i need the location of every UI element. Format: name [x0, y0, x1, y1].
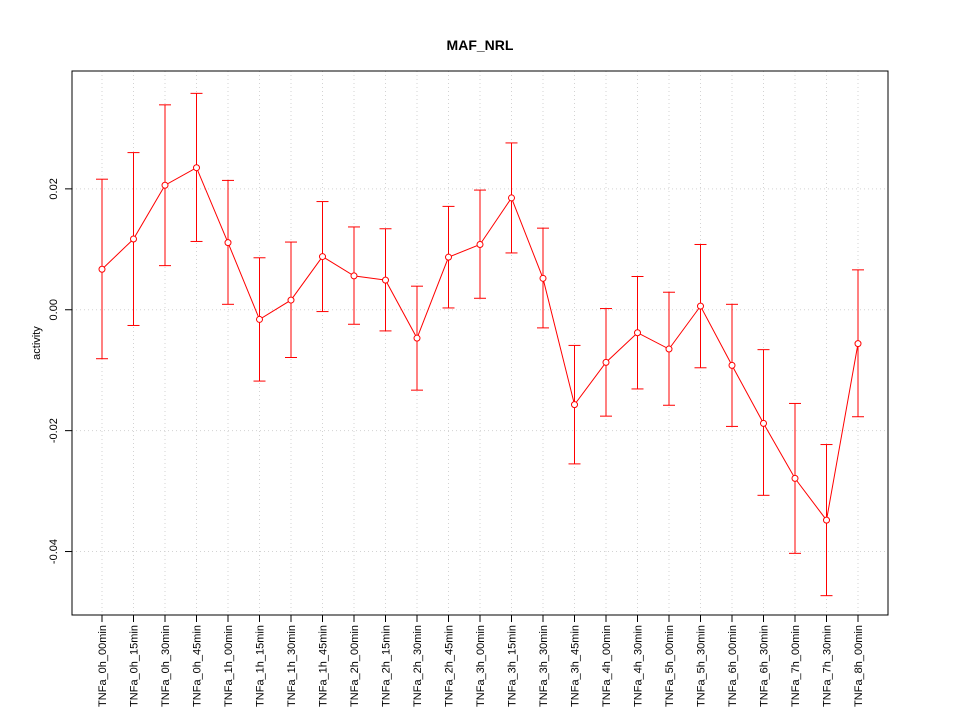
x-tick-label: TNFa_2h_00min	[349, 625, 361, 707]
y-tick-label: 0.00	[48, 299, 60, 320]
y-axis: -0.04 -0.02 0.00 0.02	[48, 178, 73, 564]
x-axis: TNFa_0h_00min TNFa_0h_15min TNFa_0h_30min T…	[97, 614, 865, 707]
x-tick-label: TNFa_7h_30min	[822, 625, 834, 707]
x-tick-label: TNFa_3h_15min	[507, 625, 519, 707]
x-tick-label: TNFa_4h_00min	[601, 625, 613, 707]
data-point	[602, 358, 610, 366]
x-tick-label: TNFa_4h_30min	[633, 625, 645, 707]
x-tick-label: TNFa_2h_15min	[381, 625, 393, 707]
y-tick-label: -0.04	[48, 539, 60, 564]
x-tick-label: TNFa_3h_45min	[570, 625, 582, 707]
data-point	[382, 276, 389, 284]
error-bars	[96, 92, 864, 597]
chart-title: MAF_NRL	[447, 37, 514, 53]
data-point	[350, 272, 358, 280]
x-tick-label: TNFa_3h_00min	[475, 625, 487, 707]
x-tick-label: TNFa_0h_30min	[160, 625, 172, 707]
x-tick-label: TNFa_1h_00min	[223, 625, 235, 707]
data-point	[634, 329, 641, 337]
y-tick-label: 0.02	[48, 178, 60, 199]
data-point	[697, 302, 704, 310]
data-point	[224, 239, 232, 247]
y-axis-label: activity	[31, 326, 43, 360]
data-point	[256, 315, 263, 323]
data-point	[161, 181, 169, 189]
x-tick-label: TNFa_0h_00min	[97, 625, 109, 707]
grid	[72, 71, 888, 615]
x-tick-label: TNFa_2h_45min	[444, 625, 456, 707]
data-point	[476, 240, 484, 248]
x-tick-label: TNFa_6h_30min	[759, 625, 771, 707]
x-tick-label: TNFa_1h_30min	[286, 625, 298, 707]
data-point	[445, 253, 452, 261]
data-point	[665, 345, 673, 353]
x-tick-label: TNFa_1h_15min	[255, 625, 267, 707]
x-tick-label: TNFa_5h_00min	[664, 625, 676, 707]
x-tick-label: TNFa_8h_00min	[853, 625, 865, 707]
y-tick-label: -0.02	[48, 418, 60, 443]
data-point	[508, 194, 515, 202]
data-point	[728, 361, 736, 369]
data-point	[413, 334, 421, 342]
data-points	[98, 164, 862, 524]
data-point	[130, 235, 137, 243]
x-tick-label: TNFa_7h_00min	[790, 625, 802, 707]
x-tick-label: TNFa_3h_30min	[538, 625, 550, 707]
data-point	[193, 164, 200, 172]
data-point	[319, 253, 326, 261]
data-point	[791, 474, 799, 482]
x-tick-label: TNFa_5h_30min	[696, 625, 708, 707]
x-tick-label: TNFa_0h_45min	[192, 625, 204, 707]
data-point	[760, 419, 767, 427]
data-point	[854, 340, 862, 348]
data-point	[98, 265, 106, 273]
data-point	[287, 296, 295, 304]
x-tick-label: TNFa_6h_00min	[727, 625, 739, 707]
x-tick-label: TNFa_2h_30min	[412, 625, 424, 707]
data-point	[823, 516, 830, 524]
x-tick-label: TNFa_0h_15min	[129, 625, 141, 707]
data-point	[539, 274, 547, 282]
data-point	[571, 401, 578, 409]
x-tick-label: TNFa_1h_45min	[318, 625, 330, 707]
